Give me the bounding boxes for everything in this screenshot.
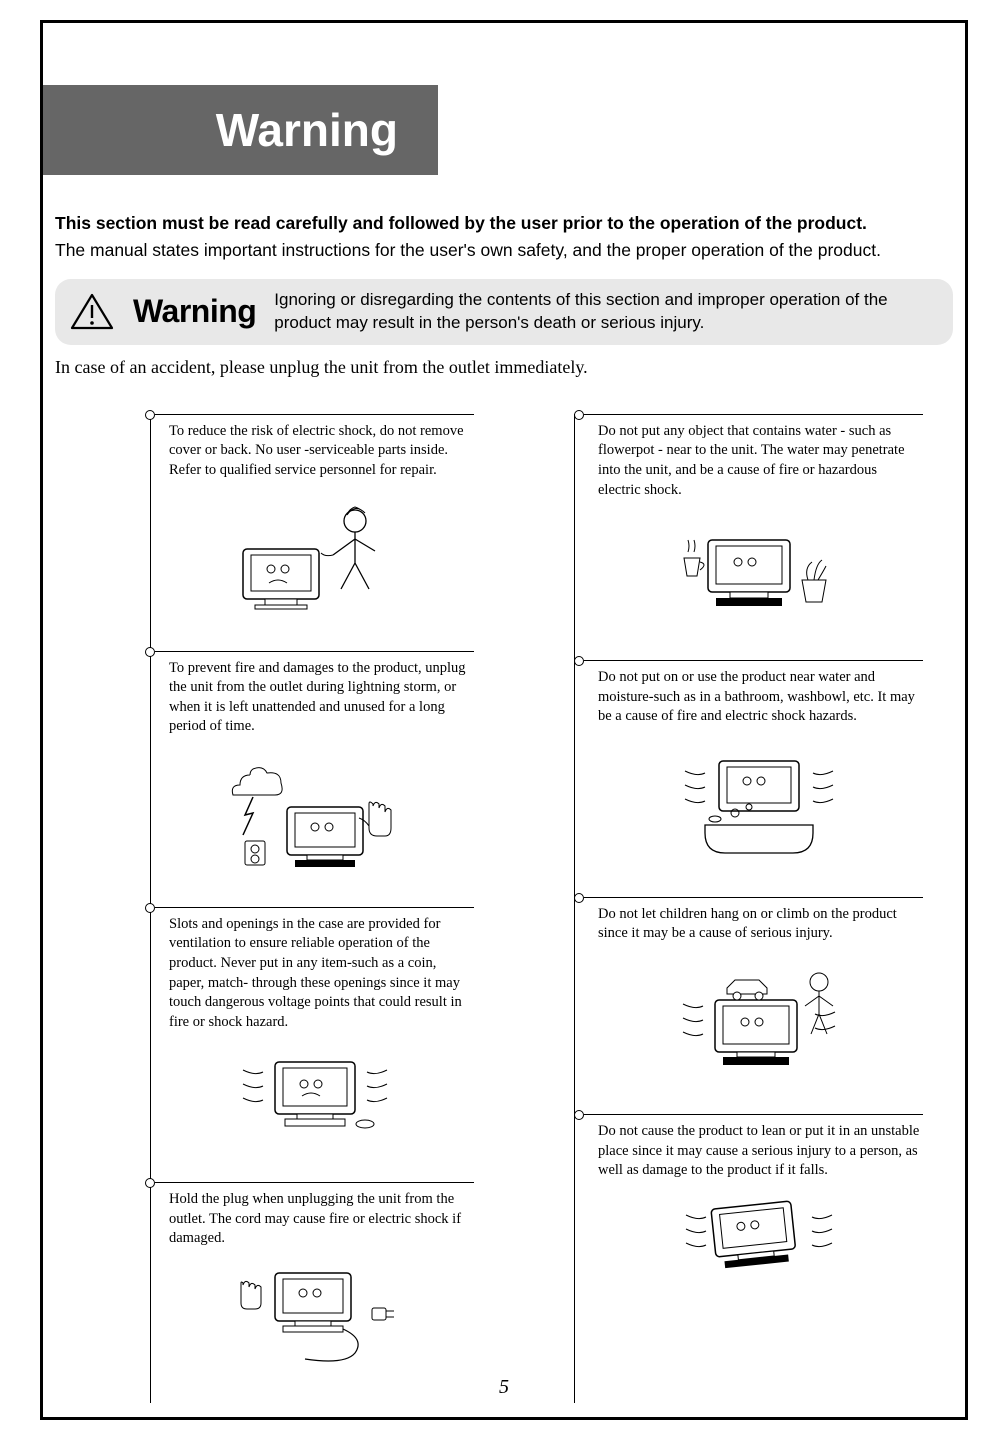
item-divider [155,1182,474,1183]
warning-box: Warning Ignoring or disregarding the con… [55,279,953,345]
timeline-dot [145,647,155,657]
warning-label: Warning [133,293,256,330]
illustration-unstable [584,1187,923,1291]
item-divider [584,414,923,415]
intro-regular-text: The manual states important instructions… [55,240,953,261]
item-text: Do not let children hang on or climb on … [584,891,923,950]
warning-item: Do not put on or use the product near wa… [584,654,923,877]
warning-body-text: Ignoring or disregarding the contents of… [274,289,939,335]
item-divider [584,1114,923,1115]
item-divider [155,651,474,652]
title-banner: Warning [43,85,438,175]
timeline-dot [145,903,155,913]
timeline-dot [574,1110,584,1120]
warning-item: Slots and openings in the case are provi… [155,901,474,1162]
item-text: Do not put any object that contains wate… [584,408,923,506]
illustration-lightning [155,743,474,887]
timeline-dot [574,410,584,420]
right-column: Do not put any object that contains wate… [504,408,953,1393]
right-timeline-line [574,414,575,1403]
warning-item: Do not cause the product to lean or put … [584,1108,923,1291]
illustration-unplug [155,1255,474,1379]
warning-item: Do not let children hang on or climb on … [584,891,923,1094]
item-text: To prevent fire and damages to the produ… [155,645,474,743]
accident-instruction: In case of an accident, please unplug th… [55,357,953,378]
warning-item: To reduce the risk of electric shock, do… [155,408,474,631]
item-divider [155,414,474,415]
illustration-moisture [584,733,923,877]
item-text: Do not put on or use the product near wa… [584,654,923,733]
page-frame: Warning This section must be read carefu… [40,20,968,1420]
intro-bold-text: This section must be read carefully and … [55,213,953,234]
item-text: Hold the plug when unplugging the unit f… [155,1176,474,1255]
warning-item: Hold the plug when unplugging the unit f… [155,1176,474,1379]
warning-columns: To reduce the risk of electric shock, do… [55,408,953,1393]
content-area: This section must be read carefully and … [55,213,953,1393]
timeline-dot [574,656,584,666]
banner-title: Warning [216,103,398,157]
page-number: 5 [499,1376,509,1399]
item-text: To reduce the risk of electric shock, do… [155,408,474,487]
timeline-dot [145,410,155,420]
timeline-dot [145,1178,155,1188]
item-divider [584,897,923,898]
illustration-shock [155,487,474,631]
warning-item: Do not put any object that contains wate… [584,408,923,640]
timeline-dot [574,893,584,903]
warning-triangle-icon [69,292,115,332]
illustration-slots [155,1038,474,1162]
item-text: Slots and openings in the case are provi… [155,901,474,1038]
warning-item: To prevent fire and damages to the produ… [155,645,474,887]
item-divider [155,907,474,908]
left-column: To reduce the risk of electric shock, do… [55,408,504,1393]
item-text: Do not cause the product to lean or put … [584,1108,923,1187]
illustration-children [584,950,923,1094]
item-divider [584,660,923,661]
illustration-water-object [584,506,923,640]
